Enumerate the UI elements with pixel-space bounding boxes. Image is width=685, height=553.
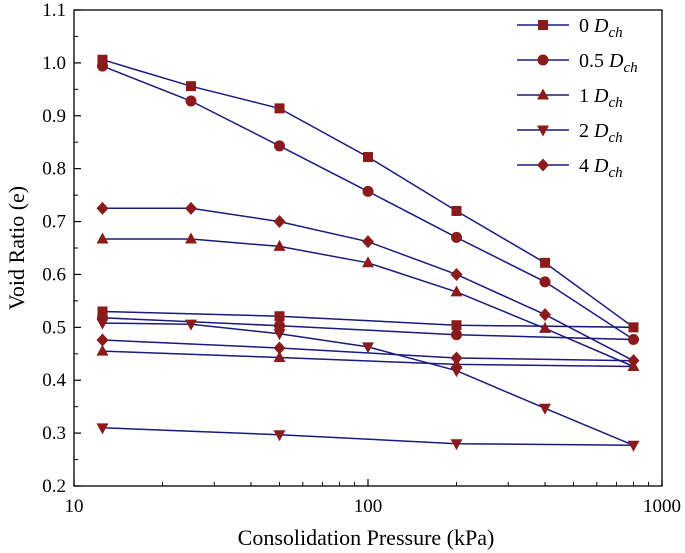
data-point	[362, 256, 374, 268]
series-line	[102, 322, 634, 447]
y-axis-title: Void Ratio (e)	[4, 186, 29, 310]
y-tick-label: 0.6	[42, 264, 66, 285]
y-tick-label: 0.3	[42, 423, 66, 444]
data-point	[96, 318, 109, 330]
data-point	[273, 320, 285, 332]
data-point	[97, 54, 108, 65]
x-tick-label: 1000	[643, 496, 681, 517]
series-0	[97, 54, 639, 333]
series-line	[102, 238, 634, 368]
data-point	[96, 60, 108, 72]
y-tick-label: 1.1	[42, 0, 66, 21]
legend-item-4: 4 Dch	[517, 155, 623, 181]
data-point	[184, 201, 197, 215]
data-point	[96, 344, 109, 356]
data-point	[628, 333, 640, 345]
data-point	[627, 354, 640, 368]
legend-marker	[537, 125, 549, 137]
legend: 0 Dch 0.5 Dch 1 Dch 2 Dch 4 Dch	[517, 15, 638, 181]
legend-label: 1 Dch	[579, 85, 623, 111]
data-point	[362, 185, 374, 197]
data-point	[450, 267, 463, 281]
series-4	[96, 201, 640, 368]
data-point	[96, 333, 109, 347]
series-3	[96, 318, 640, 452]
data-point	[273, 430, 286, 442]
data-point	[539, 403, 552, 415]
data-point	[96, 201, 109, 215]
data-point	[362, 235, 374, 249]
data-point	[273, 341, 286, 355]
data-point	[96, 423, 109, 435]
x-tick-label: 10	[65, 496, 84, 517]
data-point	[274, 103, 285, 114]
data-point	[363, 152, 373, 163]
legend-marker	[537, 88, 549, 100]
series-line	[102, 58, 636, 329]
data-point	[628, 322, 639, 333]
series-line	[102, 207, 634, 362]
data-point	[362, 342, 374, 354]
legend-item-1: 0.5 Dch	[517, 50, 638, 76]
data-point	[273, 239, 286, 251]
y-tick-label: 1.0	[42, 53, 66, 74]
legend-label: 0.5 Dch	[579, 50, 638, 76]
data-point	[273, 350, 286, 362]
data-point	[273, 215, 286, 229]
series-line	[102, 65, 637, 341]
data-point	[539, 321, 552, 333]
data-point	[451, 231, 463, 243]
y-tick-label: 0.7	[42, 212, 66, 233]
data-point	[274, 311, 285, 322]
data-point	[273, 140, 285, 152]
data-point	[450, 285, 463, 297]
series-layer	[96, 54, 640, 452]
data-point	[540, 257, 551, 268]
data-point	[450, 366, 463, 378]
legend-marker	[537, 158, 549, 172]
data-point	[539, 276, 551, 288]
data-point	[450, 351, 463, 365]
legend-item-3: 2 Dch	[517, 120, 623, 146]
y-tick-label: 0.4	[42, 370, 66, 391]
data-point	[97, 306, 108, 317]
legend-item-2: 1 Dch	[517, 85, 623, 111]
legend-item-0: 0 Dch	[517, 15, 623, 41]
data-point	[96, 232, 109, 244]
y-tick-label: 0.5	[42, 317, 66, 338]
data-point	[451, 320, 462, 331]
legend-label: 4 Dch	[579, 155, 623, 181]
data-point	[451, 329, 463, 341]
x-axis-title: Consolidation Pressure (kPa)	[238, 525, 495, 550]
data-point	[273, 329, 286, 341]
legend-marker	[538, 20, 548, 30]
data-point	[185, 95, 197, 107]
y-tick-label: 0.8	[42, 159, 66, 180]
axes: 0.2 0.3 0.4 0.5 0.6 0.7 0.8 0.9 1.0 1.1 10 100 1000	[42, 0, 681, 517]
data-point	[184, 319, 197, 331]
legend-label: 0 Dch	[579, 15, 623, 41]
x-tick-label: 100	[354, 496, 383, 517]
legend-label: 2 Dch	[579, 120, 623, 146]
series-1	[96, 60, 640, 345]
data-point	[539, 308, 552, 322]
y-tick-label: 0.2	[42, 476, 66, 497]
legend-marker	[537, 54, 549, 66]
data-point	[450, 439, 463, 451]
data-point	[185, 81, 196, 92]
data-point	[184, 232, 197, 244]
y-tick-label: 0.9	[42, 106, 66, 127]
data-point	[627, 440, 640, 452]
data-point	[451, 205, 462, 216]
